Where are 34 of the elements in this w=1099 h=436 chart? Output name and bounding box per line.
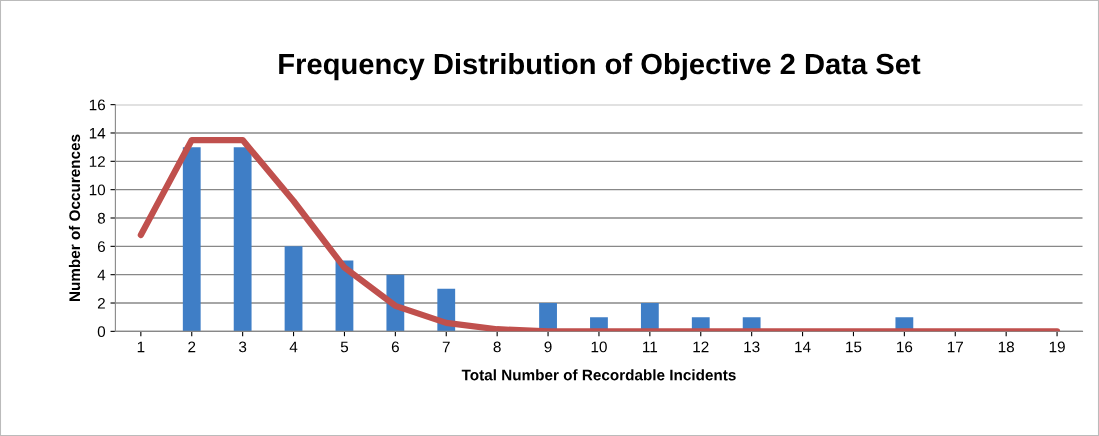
x-tick-label: 8 <box>493 341 501 353</box>
bar <box>284 246 303 332</box>
x-axis-title: Total Number of Recordable Incidents <box>461 369 736 381</box>
x-tick-label: 6 <box>391 341 399 353</box>
x-tick-label: 16 <box>897 341 913 353</box>
x-tick-label: 13 <box>744 341 760 353</box>
y-tick-label: 12 <box>89 156 105 167</box>
y-tick-label: 6 <box>97 241 105 253</box>
bar <box>233 147 252 332</box>
x-tick-label: 18 <box>998 341 1014 353</box>
x-tick-label: 15 <box>846 341 862 353</box>
bar <box>182 147 201 332</box>
y-tick-label: 16 <box>89 99 105 111</box>
y-tick-label: 0 <box>97 326 106 338</box>
x-tick-label: 1 <box>137 341 145 353</box>
x-tick-label: 19 <box>1049 341 1065 353</box>
y-axis-title: Number of Occurences <box>68 134 81 302</box>
chart-title: Frequency Distribution of Objective 2 Data Set <box>279 52 921 81</box>
y-tick-label: 2 <box>97 297 105 309</box>
x-tick-label: 12 <box>693 341 709 353</box>
y-tick-label: 10 <box>89 184 106 196</box>
x-tick-label: 10 <box>591 341 607 353</box>
x-tick-label: 17 <box>947 341 963 353</box>
x-tick-label: 14 <box>795 341 811 353</box>
y-tick-label: 14 <box>89 128 106 139</box>
x-tick-label: 11 <box>643 341 658 353</box>
x-tick-label: 2 <box>188 341 196 353</box>
y-tick-label: 8 <box>97 212 106 224</box>
y-tick-label: 4 <box>97 269 106 281</box>
x-tick-label: 7 <box>442 341 450 353</box>
x-tick-label: 4 <box>289 341 298 353</box>
x-tick-label: 5 <box>340 341 349 353</box>
x-tick-label: 9 <box>544 341 552 353</box>
x-tick-label: 3 <box>238 341 247 353</box>
